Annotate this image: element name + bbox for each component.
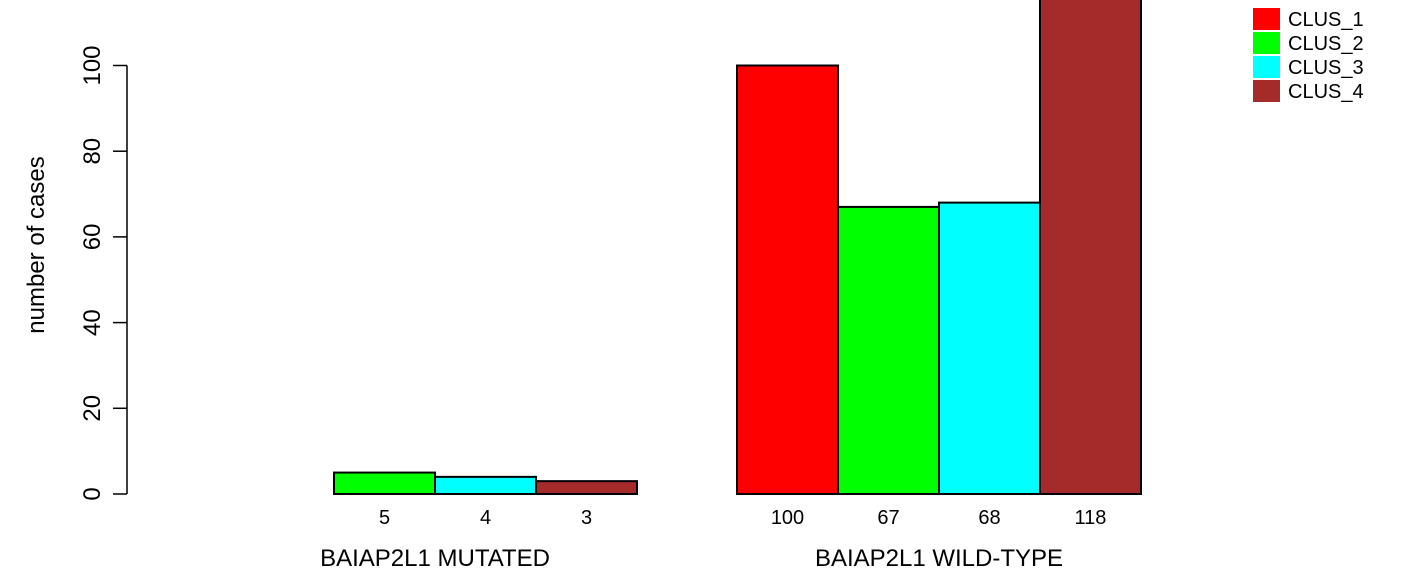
bar-value-label: 67 [877, 507, 899, 529]
y-tick-label: 60 [79, 224, 106, 251]
legend-swatch [1253, 80, 1280, 102]
bar-value-label: 4 [480, 507, 491, 529]
legend-swatch [1253, 8, 1280, 30]
bar [736, 64, 839, 495]
bar-value-label: 118 [1075, 507, 1107, 529]
bar [837, 205, 940, 495]
y-tick-label: 80 [79, 138, 106, 165]
legend-label: CLUS_3 [1288, 57, 1364, 79]
legend-swatch [1253, 56, 1280, 78]
bar-value-label: 3 [581, 507, 592, 529]
legend-label: CLUS_4 [1288, 81, 1364, 103]
legend-label: CLUS_2 [1288, 33, 1364, 55]
bar [434, 475, 537, 495]
bar-value-label: 68 [978, 507, 1000, 529]
bar [535, 480, 638, 495]
y-tick-label: 40 [79, 309, 106, 336]
legend-swatch [1253, 32, 1280, 54]
y-axis-label: number of cases [23, 156, 50, 333]
bar [938, 201, 1041, 495]
y-tick-label: 20 [79, 395, 106, 422]
bar-value-label: 5 [379, 507, 390, 529]
x-group-label: BAIAP2L1 MUTATED [320, 545, 550, 572]
y-tick-label: 100 [79, 45, 106, 85]
bar-value-label: 100 [771, 507, 804, 529]
legend-label: CLUS_1 [1288, 9, 1364, 31]
y-tick-label: 0 [79, 487, 106, 500]
bar [1039, 0, 1142, 496]
x-group-label: BAIAP2L1 WILD-TYPE [815, 545, 1063, 572]
bar [333, 471, 436, 496]
